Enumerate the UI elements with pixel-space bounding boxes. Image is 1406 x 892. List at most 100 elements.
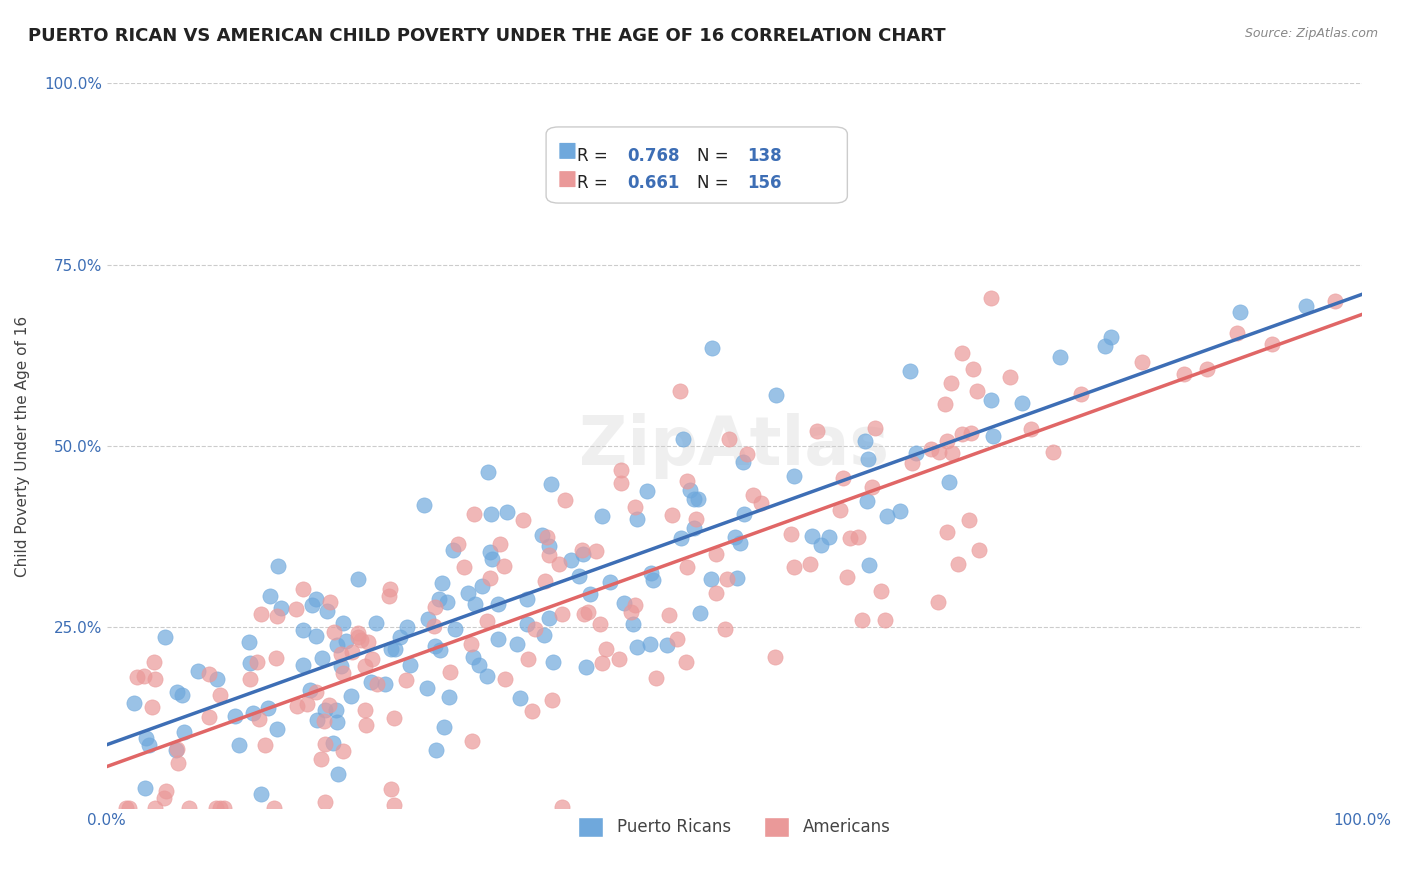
Point <box>134 780 156 795</box>
Point <box>950 426 973 441</box>
Point <box>599 574 621 589</box>
Point <box>957 513 980 527</box>
Point <box>325 714 347 729</box>
Point <box>332 666 354 681</box>
Point <box>626 512 648 526</box>
Text: N =: N = <box>697 174 734 192</box>
Point <box>621 616 644 631</box>
Point <box>676 474 699 488</box>
Point <box>541 656 564 670</box>
Text: R =: R = <box>578 174 613 192</box>
Point <box>676 560 699 574</box>
Point <box>1225 326 1247 341</box>
Point <box>763 650 786 665</box>
Point <box>575 659 598 673</box>
Point <box>486 597 509 611</box>
Point <box>1099 330 1122 344</box>
Text: PUERTO RICAN VS AMERICAN CHILD POVERTY UNDER THE AGE OF 16 CORRELATION CHART: PUERTO RICAN VS AMERICAN CHILD POVERTY U… <box>28 27 946 45</box>
Point <box>433 720 456 734</box>
Point <box>981 429 1004 443</box>
Point <box>560 553 582 567</box>
Point <box>765 388 787 402</box>
Point <box>460 734 482 748</box>
Point <box>591 508 613 523</box>
Point <box>287 699 309 714</box>
Point <box>384 711 406 725</box>
Point <box>551 607 574 621</box>
Text: ZipAtlas: ZipAtlas <box>579 413 890 479</box>
Point <box>853 434 876 448</box>
Point <box>540 477 562 491</box>
Point <box>699 572 721 586</box>
Point <box>810 538 832 552</box>
Point <box>205 672 228 686</box>
Point <box>239 672 262 686</box>
Point <box>623 598 645 612</box>
Point <box>399 658 422 673</box>
Point <box>858 558 880 573</box>
Point <box>461 650 484 665</box>
Point <box>122 696 145 710</box>
Point <box>325 703 347 717</box>
Point <box>688 492 710 507</box>
Point <box>735 447 758 461</box>
Point <box>432 575 454 590</box>
Point <box>364 615 387 630</box>
Text: 0.661: 0.661 <box>627 174 681 192</box>
Point <box>172 688 194 702</box>
Point <box>669 384 692 399</box>
Point <box>425 743 447 757</box>
Point <box>305 629 328 643</box>
Point <box>806 424 828 438</box>
Point <box>165 743 187 757</box>
Point <box>295 697 318 711</box>
Point <box>946 557 969 571</box>
Point <box>354 703 377 717</box>
Point <box>208 801 231 815</box>
Point <box>512 513 534 527</box>
Point <box>460 637 482 651</box>
Point <box>1094 339 1116 353</box>
Point <box>314 796 336 810</box>
Point <box>685 512 707 526</box>
Point <box>1130 355 1153 369</box>
Point <box>284 602 307 616</box>
FancyBboxPatch shape <box>546 127 848 203</box>
Point <box>938 475 960 489</box>
Point <box>966 384 988 399</box>
Point <box>299 682 322 697</box>
Point <box>682 491 704 506</box>
Point <box>517 652 540 666</box>
Point <box>799 558 821 572</box>
Point <box>479 508 502 522</box>
Point <box>132 669 155 683</box>
Point <box>464 597 486 611</box>
Point <box>554 493 576 508</box>
Point <box>314 714 336 729</box>
Point <box>330 658 353 673</box>
Point <box>817 530 839 544</box>
Point <box>536 530 558 544</box>
Point <box>423 600 446 615</box>
Point <box>782 559 804 574</box>
Point <box>1195 362 1218 376</box>
Point <box>749 496 772 510</box>
Y-axis label: Child Poverty Under the Age of 16: Child Poverty Under the Age of 16 <box>15 316 30 576</box>
Point <box>322 736 344 750</box>
Point <box>143 801 166 815</box>
Point <box>936 524 959 539</box>
Point <box>377 589 399 603</box>
Point <box>332 615 354 630</box>
Point <box>941 446 963 460</box>
Point <box>270 600 292 615</box>
Text: 156: 156 <box>747 174 782 192</box>
Point <box>447 537 470 551</box>
Point <box>571 542 593 557</box>
Point <box>328 767 350 781</box>
Point <box>423 639 446 653</box>
Point <box>839 531 862 545</box>
Point <box>134 731 156 746</box>
Point <box>901 456 924 470</box>
FancyBboxPatch shape <box>558 142 576 160</box>
Point <box>800 529 823 543</box>
